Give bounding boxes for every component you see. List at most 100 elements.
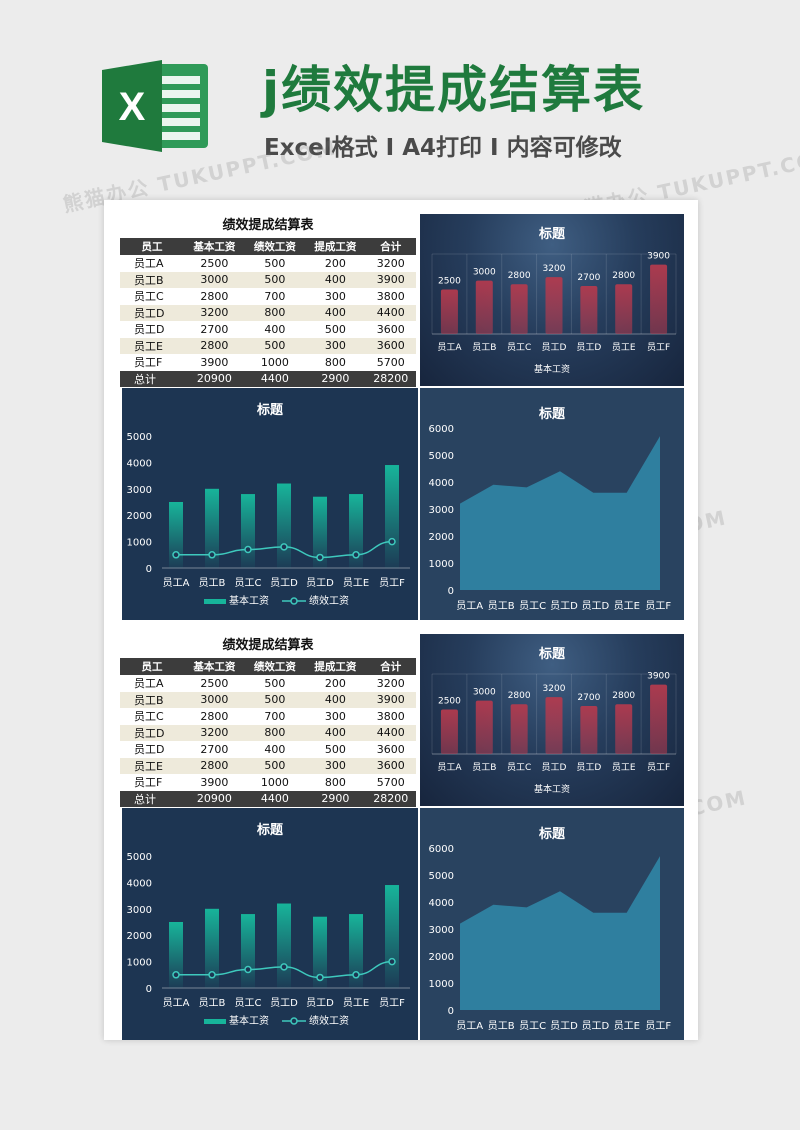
bar	[169, 502, 183, 568]
x-tick-label: 员工F	[647, 762, 670, 773]
table-cell: 员工A	[120, 255, 185, 272]
table-cell: 3200	[365, 255, 416, 272]
table-cell: 2700	[184, 321, 245, 338]
table-cell: 400	[244, 741, 306, 758]
document-sheet: 绩效提成结算表 员工 基本工资 绩效工资 提成工资 合计 员工A 2500 500 200 320…	[104, 200, 698, 1040]
table-cell: 800	[305, 774, 366, 791]
total-cell: 28200	[365, 370, 416, 387]
line-point	[172, 551, 180, 559]
x-tick-label: 员工D	[550, 1020, 578, 1032]
y-tick-label: 4000	[429, 898, 454, 909]
bar	[615, 284, 633, 334]
x-tick-label: 员工C	[507, 762, 531, 773]
y-tick-label: 5000	[429, 451, 454, 462]
bar	[205, 908, 219, 988]
y-tick-label: 0	[146, 564, 152, 575]
data-label: 3900	[647, 672, 670, 682]
table-cell: 2800	[184, 708, 245, 725]
column-header: 合计	[365, 658, 416, 675]
table-cell: 员工F	[120, 354, 185, 371]
table-cell: 员工F	[120, 774, 185, 791]
table-cell: 1000	[244, 354, 306, 371]
bar	[169, 922, 183, 988]
y-tick-label: 5000	[127, 852, 152, 863]
line-point	[244, 965, 252, 974]
column-header: 基本工资	[184, 658, 245, 675]
total-row: 总计 20900 4400 2900 28200	[120, 790, 416, 807]
line-point	[280, 543, 288, 551]
bar	[510, 284, 528, 334]
total-cell: 4400	[244, 790, 306, 807]
chart-title: 标题	[256, 402, 284, 418]
y-tick-label: 5000	[127, 432, 152, 443]
y-tick-label: 3000	[127, 485, 152, 496]
y-tick-label: 2000	[429, 532, 454, 543]
y-tick-label: 1000	[127, 538, 152, 549]
bar	[313, 916, 327, 988]
total-cell: 2900	[305, 370, 366, 387]
legend-label: 基本工资	[229, 594, 269, 607]
table-cell: 700	[244, 708, 306, 725]
bar	[440, 709, 458, 754]
table-cell: 700	[244, 288, 306, 305]
table-cell: 员工E	[120, 757, 185, 774]
column-header: 员工	[120, 658, 185, 675]
table-row: 员工D 2700 400 500 3600	[120, 321, 416, 338]
line-point	[280, 963, 288, 971]
chart-title: 标题	[538, 826, 566, 842]
table-cell: 500	[305, 741, 366, 758]
bar	[277, 483, 291, 568]
x-tick-label: 员工E	[614, 600, 640, 612]
report-block: 绩效提成结算表 员工 基本工资 绩效工资 提成工资 合计 员工A 2500 500 200 320…	[120, 634, 684, 1042]
area-fill	[460, 436, 660, 590]
table-cell: 400	[305, 304, 366, 321]
y-tick-label: 6000	[429, 424, 454, 435]
line-point	[352, 551, 360, 559]
legend-label: 基本工资	[229, 1014, 269, 1027]
logo-letter: X	[119, 85, 146, 129]
x-tick-label: 员工E	[614, 1020, 640, 1032]
data-label: 2500	[438, 277, 461, 287]
x-tick-label: 员工B	[199, 577, 226, 589]
bar	[545, 697, 563, 754]
table-cell: 2500	[184, 675, 245, 692]
total-cell: 4400	[244, 370, 306, 387]
table-cell: 员工D	[120, 304, 185, 321]
column-header: 绩效工资	[244, 238, 306, 255]
data-label: 2800	[612, 691, 635, 701]
combo-chart-panel: 标题 0 1000 2000 3000 4000 5000 员工A 员工B 员工C 员工D 员工D 员工…	[122, 808, 418, 1040]
table-cell: 500	[244, 757, 306, 774]
y-tick-label: 3000	[429, 505, 454, 516]
table-cell: 200	[305, 255, 366, 272]
table-cell: 3000	[184, 691, 245, 708]
line-point	[208, 971, 216, 979]
table-cell: 员工C	[120, 288, 185, 305]
table-cell: 300	[305, 337, 366, 354]
salary-table: 员工 基本工资 绩效工资 提成工资 合计 员工A 2500 500 200 3200 员工B 3000…	[120, 658, 416, 807]
x-tick-label: 员工B	[488, 1020, 515, 1032]
x-tick-label: 员工D	[582, 1020, 610, 1032]
combo-chart: 标题 0 1000 2000 3000 4000 5000 员工A 员工B 员工C 员工D 员工D 员工…	[127, 402, 410, 607]
x-tick-label: 员工B	[472, 762, 496, 773]
total-cell: 总计	[120, 370, 185, 387]
total-cell: 28200	[365, 790, 416, 807]
table-cell: 2800	[184, 337, 245, 354]
table-header-row: 员工 基本工资 绩效工资 提成工资 合计	[120, 658, 416, 675]
table-cell: 3000	[184, 271, 245, 288]
x-tick-label: 员工D	[542, 342, 567, 353]
y-tick-label: 1000	[429, 559, 454, 570]
data-label: 2500	[438, 697, 461, 707]
y-tick-label: 0	[146, 984, 152, 995]
x-axis-label: 基本工资	[534, 783, 570, 795]
column-header: 绩效工资	[244, 658, 306, 675]
x-tick-label: 员工C	[519, 600, 546, 612]
table-cell: 员工E	[120, 337, 185, 354]
bar	[241, 494, 255, 568]
y-tick-label: 2000	[127, 511, 152, 522]
table-cell: 500	[244, 675, 306, 692]
bar-chart: 标题 2500 员工A 3000 员工B 2800 员工C 3200 员工D 2700 员工D 280…	[431, 646, 677, 795]
bar	[313, 496, 327, 568]
bar	[385, 465, 399, 568]
page-subtitle: Excel格式 Ⅰ A4打印 Ⅰ 内容可修改	[264, 135, 622, 161]
line-point	[172, 971, 180, 979]
